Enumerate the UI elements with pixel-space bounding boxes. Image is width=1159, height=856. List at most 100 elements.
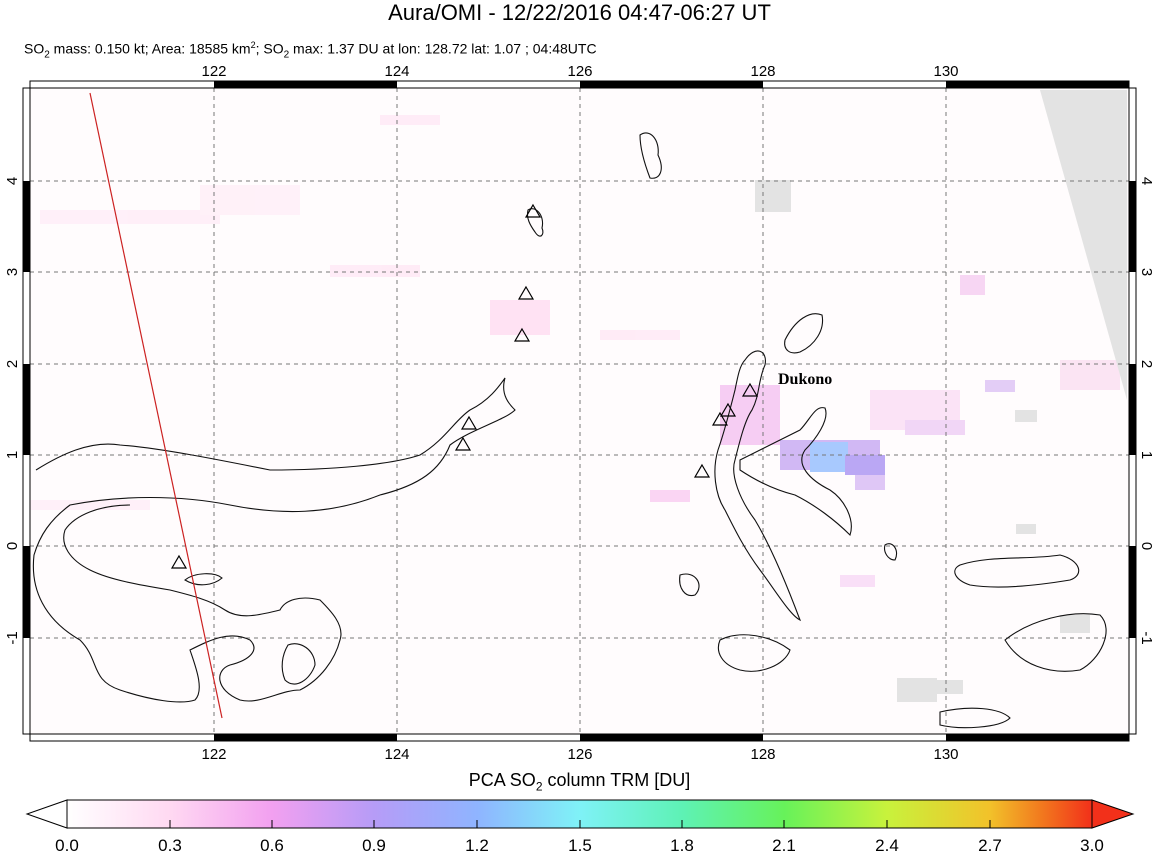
missing-data-pixel (1015, 410, 1037, 422)
axis-frame-left-segment (23, 546, 30, 638)
axis-frame-right-segment (1129, 546, 1136, 638)
coastline-morotai (784, 313, 824, 354)
lat-tick-label-left: 1 (4, 451, 21, 459)
coastline-island (184, 573, 223, 586)
subtitle-max-prefix: ; SO (255, 40, 284, 57)
colorbar-title-prefix: PCA SO (468, 770, 536, 790)
lat-tick-label-left: 2 (4, 360, 21, 368)
colorbar-high-arrow (1091, 799, 1135, 829)
missing-data (755, 90, 1127, 702)
so2-pixel (380, 115, 440, 125)
axis-frame-top-segment (946, 81, 1129, 88)
so2-pixel (855, 475, 885, 490)
lat-tick-label-left: 3 (4, 268, 21, 276)
axis-frame-bottom-segment (946, 734, 1129, 741)
volcano-icon (513, 327, 531, 342)
so2-pixel (1060, 360, 1120, 390)
volcano-icon-dukono (741, 382, 759, 397)
so2-pixel (200, 185, 300, 215)
colorbar-label: 2.7 (978, 836, 1002, 855)
axis-frame-top-segment (214, 81, 397, 88)
colorbar-low-arrow (25, 799, 68, 829)
colorbar-ticks (169, 820, 991, 828)
missing-data-pixel (1016, 524, 1036, 534)
so2-pixel (845, 455, 885, 475)
so2-pixel (960, 275, 985, 295)
axis-frame-right-segment (1129, 181, 1136, 272)
lon-tick-label-bottom: 130 (933, 746, 958, 763)
coastlines (32, 132, 1107, 729)
coastline-sangihe (526, 208, 544, 237)
so2-pixel (720, 385, 780, 445)
map-border (29, 87, 1130, 735)
axis-frame (22, 80, 1137, 742)
so2-pixel (40, 210, 220, 224)
coastline-halmahera-east (739, 407, 852, 537)
volcano-icon (170, 554, 188, 569)
so2-pixel (810, 442, 848, 472)
lon-tick-label-bottom: 124 (384, 746, 409, 763)
colorbar-label: 1.8 (670, 836, 694, 855)
so2-pixel (905, 420, 965, 435)
volcano-icon (719, 402, 737, 417)
axis-frame-bottom-segment (214, 734, 397, 741)
colorbar-label: 2.4 (875, 836, 899, 855)
coastline-island (939, 707, 1011, 729)
lat-tick-label-right: -1 (1138, 631, 1155, 644)
axis-frame-right-segment (1129, 364, 1136, 455)
missing-data-pixel (1060, 615, 1090, 633)
subtitle-mass-text: mass: 0.150 kt; Area: 18585 km (49, 40, 251, 57)
lat-tick-labels: 4 3 2 1 0 -1 4 3 2 1 0 -1 (4, 177, 1155, 645)
lon-tick-label-top: 122 (201, 63, 226, 80)
lat-tick-label-left: 0 (4, 542, 21, 550)
volcano-icon (524, 203, 542, 218)
volcano-icon (517, 285, 535, 300)
lon-tick-label-top: 128 (750, 63, 775, 80)
lon-tick-label-top: 124 (384, 63, 409, 80)
colorbar-title-sub: 2 (535, 779, 543, 794)
lon-tick-label-bottom: 126 (567, 746, 592, 763)
graticule (30, 88, 1129, 734)
coastline-papua (954, 554, 1080, 588)
lat-tick-label-right: 4 (1138, 177, 1155, 185)
lat-tick-label-left: 4 (4, 177, 21, 185)
missing-data-pixel (935, 680, 963, 694)
so2-pixel (330, 265, 420, 277)
lat-tick-label-right: 0 (1138, 542, 1155, 550)
coastline-island (679, 573, 700, 597)
colorbar-label: 1.5 (568, 836, 592, 855)
axis-frame-bottom-segment (580, 734, 763, 741)
volcano-label-dukono: Dukono (778, 371, 832, 388)
coastline-halmahera-west (714, 350, 802, 622)
colorbar-label: 1.2 (465, 836, 489, 855)
swath-edge-line (89, 92, 223, 719)
so2-pixel (840, 575, 875, 587)
colorbar-title-suffix: column TRM [DU] (542, 770, 691, 790)
coastline-obi (717, 634, 791, 672)
coastline-island (281, 643, 316, 685)
colorbar-label: 0.6 (260, 836, 284, 855)
so2-pixel (600, 330, 680, 340)
colorbar-label: 3.0 (1080, 836, 1104, 855)
colorbar-label: 0.3 (158, 836, 182, 855)
coastline-misool (1004, 613, 1107, 672)
volcano-icon (454, 436, 472, 451)
volcano-icon (460, 415, 478, 430)
colorbar-label: 2.1 (772, 836, 796, 855)
volcano-markers (170, 203, 759, 569)
missing-data-swath (1040, 90, 1127, 400)
map-title: Aura/OMI - 12/22/2016 04:47-06:27 UT (388, 0, 771, 25)
lon-tick-labels: 122 124 126 128 130 122 124 126 128 130 (201, 63, 958, 763)
map-subtitle: SO2 mass: 0.150 kt; Area: 18585 km2; SO2… (24, 36, 597, 64)
lat-tick-label-right: 2 (1138, 360, 1155, 368)
lat-tick-label-right: 1 (1138, 451, 1155, 459)
colorbar-label: 0.9 (362, 836, 386, 855)
subtitle-max-sub: 2 (283, 49, 290, 61)
missing-data-pixel (897, 678, 937, 702)
colorbar (25, 799, 1135, 829)
coastline-island (639, 132, 662, 179)
coastline-island (884, 543, 898, 561)
subtitle-max-text: max: 1.37 DU at lon: 128.72 lat: 1.07 ; … (289, 40, 597, 57)
axis-frame-left-segment (23, 364, 30, 455)
